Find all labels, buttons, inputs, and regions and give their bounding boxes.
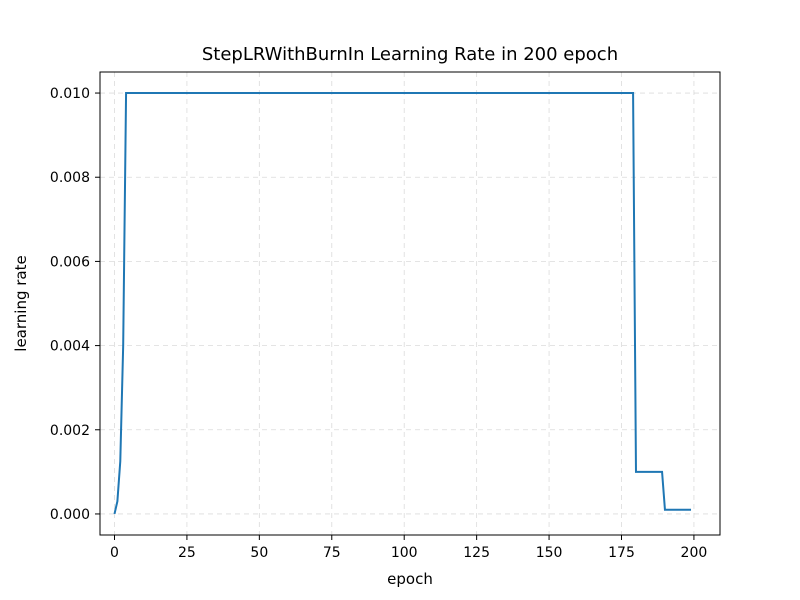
x-tick-label: 50: [250, 545, 268, 561]
series-layer: [113, 92, 692, 515]
y-tick-label: 0.010: [50, 86, 90, 102]
y-tick-label: 0.002: [50, 423, 90, 439]
x-tick-label: 100: [391, 545, 418, 561]
axes-frame: [99, 71, 721, 536]
grid-layer: [100, 72, 720, 535]
y-tick-label: 0.000: [50, 507, 90, 523]
x-axis-label: epoch: [387, 570, 433, 588]
tick-layer: 0 25 50 75 100 125 150 175 200 0.000 0.002 0.004 0.0…: [50, 86, 707, 561]
x-tick-label: 125: [463, 545, 490, 561]
x-tick-label: 200: [681, 545, 708, 561]
y-tick-label: 0.006: [50, 254, 90, 270]
x-tick-label: 0: [110, 545, 119, 561]
y-tick-label: 0.004: [50, 339, 90, 355]
chart-title: StepLRWithBurnIn Learning Rate in 200 ep…: [202, 44, 618, 65]
learning-rate-line: [113, 92, 692, 515]
x-tick-label: 25: [178, 545, 196, 561]
y-tick-label: 0.008: [50, 170, 90, 186]
x-tick-label: 75: [323, 545, 341, 561]
x-tick-label: 150: [536, 545, 563, 561]
x-tick-label: 175: [608, 545, 635, 561]
y-axis-label: learning rate: [12, 255, 30, 351]
